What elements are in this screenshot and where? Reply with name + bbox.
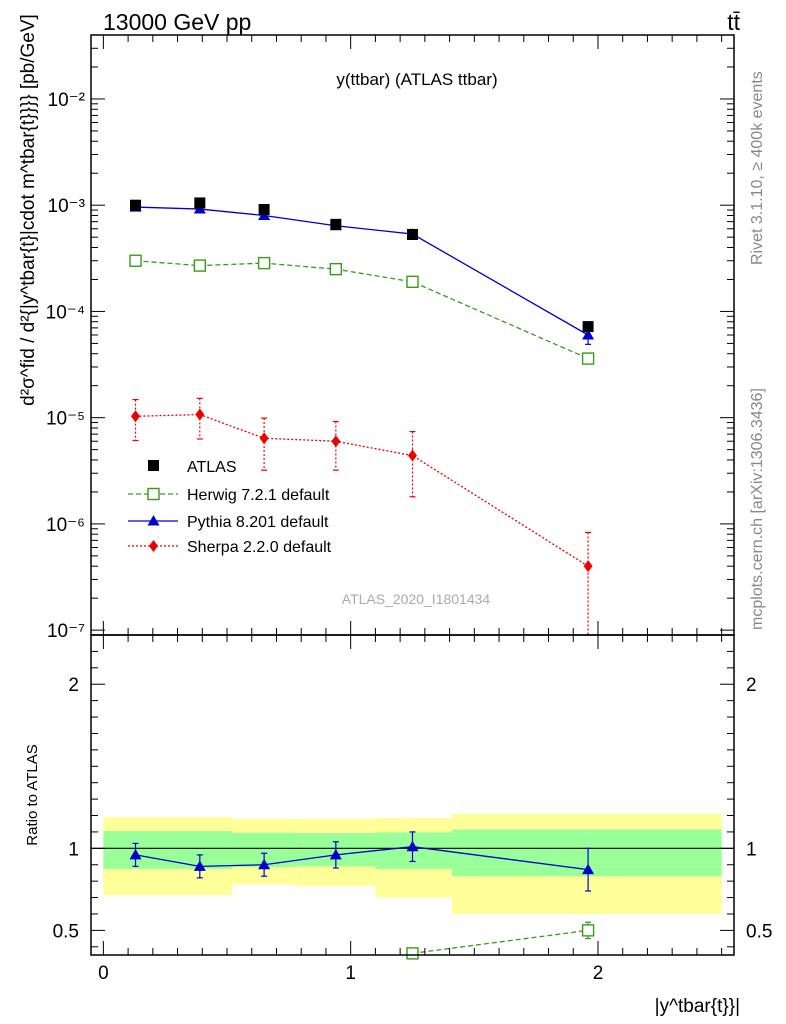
main-axis-ticks: 10⁻⁷ 10⁻⁶ 10⁻⁵ 10⁻⁴ 10⁻³ 10⁻² (46, 34, 734, 642)
legend-herwig-marker (147, 487, 160, 501)
main-y-tick-label: 10⁻³ (48, 196, 86, 217)
main-herwig-point (406, 275, 419, 289)
legend-sherpa-marker (149, 540, 158, 552)
rivet-version-label: Rivet 3.1.10, ≥ 400k events (749, 71, 766, 265)
legend-item-atlas: ATLAS (148, 459, 237, 476)
main-y-tick-label: 10⁻⁷ (47, 621, 85, 642)
legend-atlas-label: ATLAS (187, 459, 237, 476)
main-y-tick-label: 10⁻⁴ (46, 302, 85, 323)
legend-pythia-label: Pythia 8.201 default (187, 514, 329, 531)
main-pythia-line (135, 206, 589, 336)
ratio-y-tick-label: 2 (68, 675, 79, 696)
main-sherpa-point (195, 408, 205, 421)
main-y-tick-label: 10⁻⁵ (46, 409, 85, 430)
main-herwig-point (193, 259, 207, 272)
ratio-herwig-point (581, 924, 595, 937)
legend: ATLAS Herwig 7.2.1 default Pythia 8.201 … (128, 459, 332, 556)
header-process-label: tt̄ (727, 9, 740, 35)
main-y-axis-label: d²σ^fid / d²{|y^tbar{t}|cdot m^tbar{t}}}… (18, 14, 39, 406)
x-tick-label: 1 (345, 963, 356, 984)
ratio-pythia-point (193, 860, 206, 871)
ratio-y-tick-label-right: 2 (746, 675, 757, 696)
ratio-herwig-line (412, 929, 589, 955)
main-data-layer (129, 197, 595, 635)
ratio-pythia-point (582, 863, 595, 875)
main-atlas-point (258, 204, 270, 216)
ratio-pythia-point (406, 840, 419, 852)
main-herwig-point (329, 262, 343, 276)
legend-item-herwig: Herwig 7.2.1 default (128, 487, 330, 504)
legend-sherpa-label: Sherpa 2.2.0 default (187, 539, 332, 556)
ratio-y-tick-label-right: 1 (746, 839, 757, 860)
ratio-data-layer (129, 831, 595, 960)
ratio-frame (90, 634, 735, 956)
x-tick-label: 0 (98, 963, 109, 984)
main-herwig-point (129, 254, 142, 267)
ratio-y-tick-label: 1 (68, 839, 79, 860)
main-atlas-point (194, 197, 206, 209)
ratio-axis-ticks: 0 1 2 0.5 0.5 1 1 2 2 (53, 635, 772, 984)
ratio-inner-band (103, 831, 232, 869)
main-atlas-point (407, 228, 418, 240)
main-atlas-point (582, 321, 594, 333)
main-sherpa-line (135, 413, 589, 567)
main-pythia-point (582, 329, 595, 340)
ratio-pythia-point (258, 858, 271, 870)
main-herwig-point (257, 256, 271, 270)
ratio-pythia-point (329, 848, 342, 860)
main-sherpa-point (408, 449, 417, 462)
main-sherpa-point (331, 435, 341, 448)
main-sherpa-point (583, 560, 593, 573)
main-panel: 10⁻⁷ 10⁻⁶ 10⁻⁵ 10⁻⁴ 10⁻³ 10⁻² y(ttbar) (ATLAS… (18, 14, 735, 642)
x-axis-label: |y^tbar{t}}| (655, 996, 740, 1017)
main-atlas-point (130, 199, 142, 211)
ratio-pythia-line (135, 846, 589, 871)
ratio-pythia-point (129, 848, 142, 860)
legend-atlas-marker (148, 460, 159, 471)
ratio-herwig-point (406, 947, 419, 960)
main-y-tick-label: 10⁻² (48, 90, 86, 111)
main-herwig-point (581, 352, 595, 365)
mcplots-label: mcplots.cern.ch [arXiv:1306.3436] (749, 388, 766, 630)
main-y-tick-label: 10⁻⁶ (46, 515, 85, 536)
x-tick-label: 2 (593, 963, 604, 984)
main-herwig-line (135, 260, 589, 360)
main-sherpa-point (259, 432, 269, 445)
main-sherpa-point (131, 410, 141, 423)
legend-herwig-label: Herwig 7.2.1 default (187, 487, 330, 504)
ratio-y-tick-label: 0.5 (53, 921, 79, 942)
watermark-label: ATLAS_2020_I1801434 (342, 591, 491, 607)
ratio-panel: 0 1 2 0.5 0.5 1 1 2 2 Ratio to ATLAS |y^tbar{t}}… (24, 634, 772, 1017)
ratio-y-tick-label-right: 0.5 (746, 921, 772, 942)
legend-pythia-marker (147, 515, 160, 526)
main-plot-title: y(ttbar) (ATLAS ttbar) (336, 70, 497, 89)
main-atlas-point (330, 218, 342, 230)
header-energy-label: 13000 GeV pp (103, 9, 251, 35)
legend-item-pythia: Pythia 8.201 default (128, 514, 329, 531)
ratio-y-axis-label: Ratio to ATLAS (24, 744, 41, 845)
legend-item-sherpa: Sherpa 2.2.0 default (128, 539, 332, 556)
